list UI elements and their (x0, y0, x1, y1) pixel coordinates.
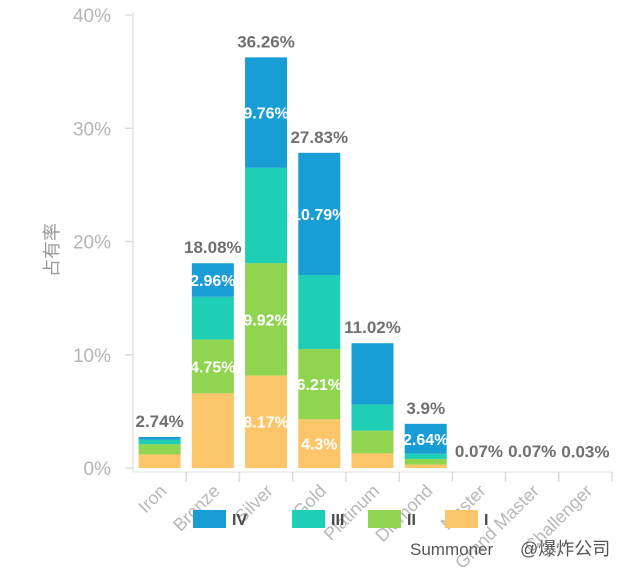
legend-swatch-iii (292, 510, 325, 528)
segment-label-diamond-iv: 2.64% (403, 432, 448, 449)
segment-label-gold-iv: 10.79% (292, 207, 346, 224)
total-label-grand-master: 0.07% (508, 442, 556, 461)
bar-diamond-iv (404, 423, 447, 454)
legend-label-iv: IV (232, 512, 247, 529)
bar-gold-i (298, 419, 341, 468)
bar-gold-iv (298, 152, 341, 276)
y-tick-label: 10% (73, 346, 111, 367)
legend-swatch-i (445, 510, 478, 528)
bar-diamond-ii (404, 458, 447, 465)
labels: 2.74% 18.08% 36.26% 27.83% 11.02% 3.9% 0.07% 0.… (136, 32, 610, 461)
x-tick-label-iron: Iron (134, 481, 170, 517)
y-tick-label: 30% (73, 119, 111, 140)
segment-label-gold-ii: 6.21% (297, 377, 342, 394)
bar-gold-iii (298, 275, 341, 349)
segment-label-silver-i: 8.17% (243, 415, 288, 432)
bar-silver-iii (245, 167, 288, 264)
total-label-iron: 2.74% (136, 412, 184, 431)
total-label-platinum: 11.02% (344, 318, 401, 337)
summoner-text: Summoner (410, 540, 493, 559)
total-label-bronze: 18.08% (184, 238, 242, 257)
bar-iron-iii (138, 439, 181, 445)
y-tick-label: 0% (84, 459, 112, 480)
bar-gold-ii (298, 348, 341, 420)
bar-bronze-iii (191, 296, 234, 340)
bar-platinum-iv (351, 343, 394, 405)
bar-bronze-ii (191, 339, 234, 394)
total-label-master: 0.07% (455, 442, 503, 461)
ylabel: 占有率 (42, 223, 63, 277)
watermark: @爆炸公司 (520, 539, 610, 559)
segment-label-bronze-iv: 2.96% (190, 273, 235, 290)
legend-label-iii: III (331, 512, 344, 529)
bar-silver-i (245, 375, 288, 468)
bar-platinum-ii (351, 430, 394, 454)
bar-diamond-i (404, 464, 447, 468)
segment-label-bronze-ii: 4.75% (190, 359, 235, 376)
bar-iron-ii (138, 444, 181, 455)
bar-iron-iv (138, 436, 181, 440)
bars (138, 57, 447, 468)
bar-platinum-i (351, 453, 394, 468)
bar-iron-i (138, 454, 181, 468)
legend: IV III II I (193, 510, 488, 529)
bar-bronze-iv (191, 263, 234, 297)
legend-swatch-iv (193, 510, 226, 528)
y-tick-label: 20% (73, 233, 111, 254)
segment-label-silver-iv: 9.76% (243, 106, 288, 123)
total-label-silver: 36.26% (237, 32, 295, 51)
bar-silver-iv (245, 57, 288, 168)
total-label-diamond: 3.9% (406, 399, 445, 418)
legend-label-ii: II (407, 512, 416, 529)
total-label-challenger: 0.03% (561, 443, 609, 462)
legend-label-i: I (484, 512, 488, 529)
bar-diamond-iii (404, 453, 447, 459)
y-tick-label: 40% (73, 6, 111, 27)
legend-swatch-ii (368, 510, 401, 528)
bar-silver-ii (245, 263, 288, 376)
bar-bronze-i (191, 393, 234, 468)
total-label-gold: 27.83% (290, 128, 348, 147)
segment-label-gold-i: 4.3% (301, 437, 337, 454)
bar-platinum-iii (351, 404, 394, 431)
segment-label-silver-ii: 9.92% (243, 312, 288, 329)
